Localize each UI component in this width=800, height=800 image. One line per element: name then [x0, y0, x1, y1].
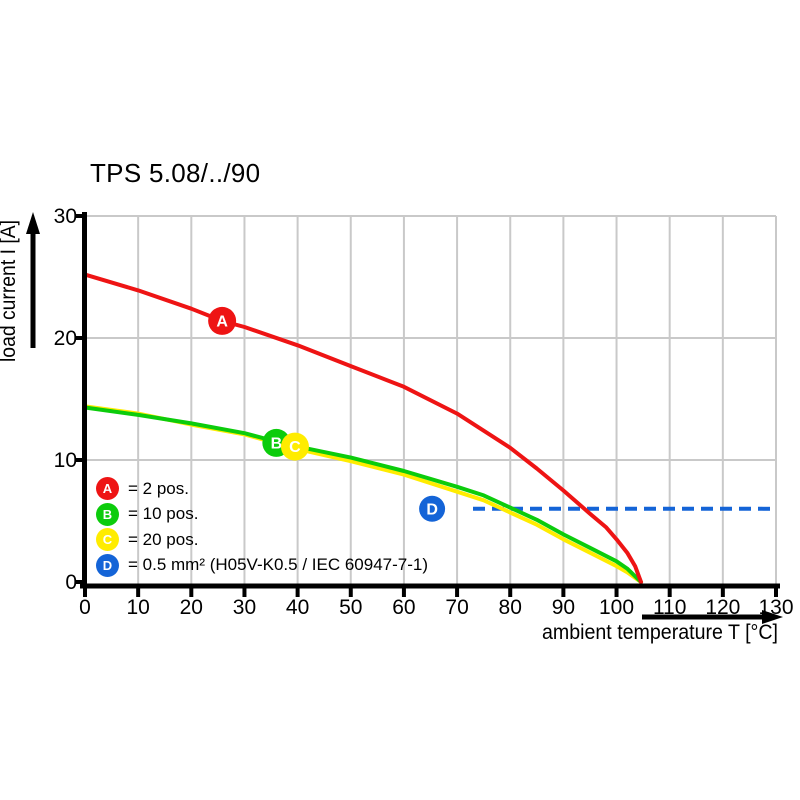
- x-tick-label: 110: [653, 596, 686, 619]
- y-axis-label: load current I [A]: [0, 220, 20, 362]
- y-tick-label: 10: [54, 449, 77, 472]
- legend-marker-c-icon: C: [96, 528, 119, 551]
- y-tick-label: 0: [65, 571, 77, 594]
- chart-legend: A = 2 pos. B = 10 pos. C = 20 pos. D = 0…: [96, 477, 428, 579]
- chart-title: TPS 5.08/../90: [90, 158, 261, 188]
- legend-label-b: = 10 pos.: [128, 504, 199, 523]
- x-axis-arrow-head-icon: [762, 610, 783, 624]
- legend-marker-d-icon: D: [96, 553, 119, 577]
- x-axis-label: ambient temperature T [°C]: [542, 621, 778, 644]
- y-axis-arrow-head-icon: [26, 212, 40, 234]
- legend-label-a: = 2 pos.: [128, 478, 189, 498]
- y-tick-label: 30: [54, 205, 77, 228]
- marker-D-icon: [419, 495, 446, 522]
- x-tick-label: 70: [445, 596, 468, 619]
- legend-item-a: A = 2 pos.: [96, 477, 428, 500]
- marker-C-icon: [280, 432, 309, 461]
- legend-marker-b-icon: B: [96, 502, 119, 526]
- x-tick-label: 30: [233, 596, 256, 619]
- legend-marker-a-icon: A: [96, 477, 119, 500]
- x-tick-label: 10: [126, 596, 149, 619]
- legend-item-d: D = 0.5 mm² (H05V-K0.5 / IEC 60947-7-1): [96, 553, 428, 577]
- x-tick-label: 50: [339, 596, 362, 619]
- marker-A-icon: [208, 306, 237, 335]
- x-tick-label: 20: [180, 596, 203, 619]
- legend-label-d: = 0.5 mm² (H05V-K0.5 / IEC 60947-7-1): [128, 555, 428, 574]
- x-tick-label: 40: [286, 596, 309, 619]
- legend-item-b: B = 10 pos.: [96, 502, 428, 526]
- legend-label-c: = 20 pos.: [128, 529, 199, 549]
- x-tick-label: 0: [79, 596, 91, 619]
- y-tick-label: 20: [54, 327, 77, 350]
- marker-letter-D: D: [426, 501, 438, 518]
- x-tick-label: 100: [599, 596, 634, 619]
- x-tick-label: 120: [705, 596, 740, 619]
- marker-letter-B: B: [271, 435, 283, 452]
- marker-letter-C: C: [289, 439, 301, 456]
- x-tick-label: 90: [552, 596, 575, 619]
- curve-B: [83, 405, 643, 584]
- x-tick-label: 60: [392, 596, 415, 619]
- legend-item-c: C = 20 pos.: [96, 528, 428, 551]
- marker-letter-A: A: [216, 313, 228, 330]
- x-tick-label: 80: [499, 596, 522, 619]
